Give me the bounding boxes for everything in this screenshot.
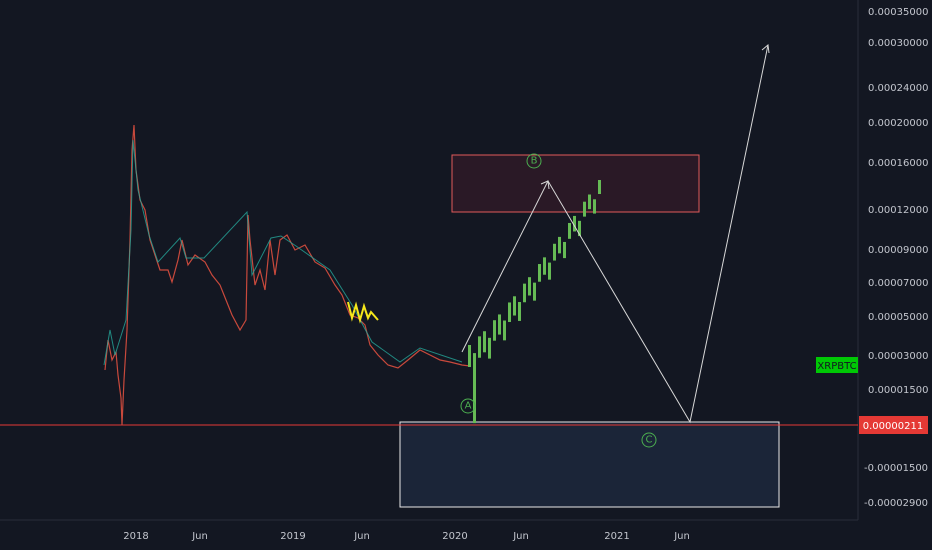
y-tick-label: 0.00035000 bbox=[868, 7, 928, 18]
price-bar bbox=[468, 345, 471, 367]
symbol-tag[interactable] bbox=[816, 357, 858, 373]
price-bar bbox=[573, 215, 576, 232]
price-bar bbox=[558, 236, 561, 254]
wave-label: C bbox=[646, 435, 653, 446]
price-bar bbox=[528, 277, 531, 296]
y-tick-label: 0.00001500 bbox=[868, 385, 928, 396]
price-bar bbox=[478, 336, 481, 358]
price-bar bbox=[508, 302, 511, 322]
y-tick-label: 0.00012000 bbox=[868, 205, 928, 216]
price-bar bbox=[588, 194, 591, 210]
y-tick-label: 0.00024000 bbox=[868, 83, 928, 94]
price-bar bbox=[583, 201, 586, 217]
y-tick-label: 0.00005000 bbox=[868, 312, 928, 323]
x-tick-label: 2021 bbox=[604, 531, 629, 542]
price-axis: 0.00035000 0.00030000 0.00024000 0.00020… bbox=[864, 7, 928, 509]
x-tick-label: Jun bbox=[353, 531, 370, 542]
y-tick-label: -0.00001500 bbox=[864, 463, 928, 474]
price-bar bbox=[548, 262, 551, 280]
price-bar bbox=[473, 353, 476, 424]
price-bar bbox=[563, 241, 566, 259]
price-bar bbox=[533, 282, 536, 301]
wave-label: B bbox=[531, 156, 538, 167]
y-tick-label: 0.00030000 bbox=[868, 38, 928, 49]
price-bar bbox=[538, 264, 541, 282]
price-bar bbox=[523, 283, 526, 303]
y-tick-label: 0.00020000 bbox=[868, 118, 928, 129]
y-tick-label: 0.00016000 bbox=[868, 158, 928, 169]
target-zone-c[interactable] bbox=[399, 421, 780, 508]
last-price-label: 0.00000211 bbox=[863, 421, 923, 432]
time-axis: 2018 Jun 2019 Jun 2020 Jun 2021 Jun bbox=[123, 531, 690, 542]
y-tick-label: 0.00007000 bbox=[868, 278, 928, 289]
price-bar bbox=[498, 314, 501, 335]
target-zone-b[interactable] bbox=[451, 154, 700, 213]
x-tick-label: Jun bbox=[673, 531, 690, 542]
symbol-label: XRPBTC bbox=[817, 361, 856, 372]
x-tick-label: 2020 bbox=[442, 531, 467, 542]
y-tick-label: 0.00003000 bbox=[868, 351, 928, 362]
price-bar bbox=[488, 337, 491, 359]
green-bars bbox=[468, 180, 601, 424]
price-bar bbox=[483, 331, 486, 353]
price-bar bbox=[593, 199, 596, 214]
price-bar bbox=[518, 302, 521, 321]
x-tick-label: 2018 bbox=[123, 531, 148, 542]
wave-label: A bbox=[465, 401, 472, 412]
price-bar bbox=[578, 220, 581, 237]
x-tick-label: 2019 bbox=[280, 531, 305, 542]
price-bar bbox=[503, 320, 506, 341]
sub-wave-annotation bbox=[347, 301, 379, 324]
wave-circle bbox=[526, 153, 542, 169]
price-bar bbox=[543, 257, 546, 275]
price-bar bbox=[568, 222, 571, 239]
y-tick-label: -0.00002900 bbox=[864, 498, 928, 509]
last-price-tag bbox=[859, 416, 928, 434]
x-tick-label: Jun bbox=[191, 531, 208, 542]
price-bar bbox=[598, 180, 601, 194]
wave-circle bbox=[641, 432, 657, 448]
y-tick-label: 0.00009000 bbox=[868, 245, 928, 256]
wave-circle bbox=[460, 398, 476, 414]
price-bar bbox=[553, 243, 556, 261]
price-bar bbox=[513, 296, 516, 316]
x-tick-label: Jun bbox=[512, 531, 529, 542]
price-bar bbox=[493, 320, 496, 341]
price-history bbox=[104, 124, 471, 426]
projection-path bbox=[461, 44, 770, 424]
